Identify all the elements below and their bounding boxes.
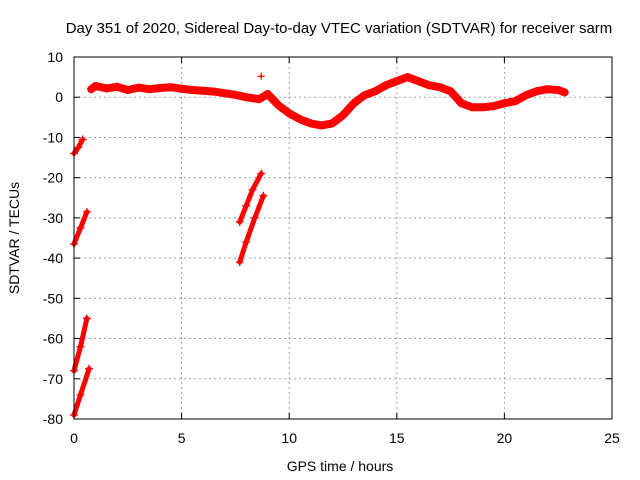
y-tick-label: -30 bbox=[43, 210, 63, 226]
data-point bbox=[414, 77, 423, 86]
data-point bbox=[328, 119, 337, 128]
data-point bbox=[511, 97, 520, 106]
axis-ticks: 0 5 10 15 20 25 10 0 -10 -20 -30 -40 -50 -60 -70 -80 bbox=[43, 49, 620, 446]
data-point bbox=[371, 87, 380, 96]
data-point bbox=[199, 86, 208, 95]
data-point bbox=[235, 217, 244, 226]
data-point bbox=[339, 111, 347, 120]
data-point bbox=[156, 83, 165, 92]
y-tick-label: -20 bbox=[43, 170, 63, 186]
series-streak-e bbox=[237, 171, 264, 225]
data-point bbox=[446, 87, 455, 96]
data-point bbox=[242, 238, 251, 247]
data-point bbox=[87, 85, 96, 94]
data-points bbox=[70, 72, 569, 419]
data-point bbox=[560, 88, 569, 97]
data-point bbox=[250, 213, 259, 222]
data-point bbox=[76, 342, 85, 351]
data-point bbox=[382, 81, 391, 90]
data-point bbox=[209, 87, 218, 96]
data-point bbox=[425, 81, 434, 90]
data-point bbox=[82, 314, 91, 323]
data-point bbox=[257, 169, 266, 178]
data-point bbox=[274, 101, 283, 110]
data-point bbox=[403, 73, 412, 82]
data-point bbox=[177, 84, 186, 93]
plot-border bbox=[73, 56, 613, 420]
data-point bbox=[82, 207, 91, 216]
data-point bbox=[468, 103, 477, 112]
data-point bbox=[259, 191, 268, 200]
series-main-trend bbox=[87, 73, 569, 130]
x-tick-label: 25 bbox=[604, 430, 620, 446]
data-point bbox=[554, 85, 563, 94]
y-tick-label: -40 bbox=[43, 250, 63, 266]
data-point bbox=[392, 77, 401, 86]
data-point bbox=[435, 83, 444, 92]
data-point bbox=[145, 85, 154, 94]
data-point bbox=[360, 91, 369, 100]
x-tick-label: 0 bbox=[70, 430, 78, 446]
data-point bbox=[457, 99, 466, 108]
data-point bbox=[500, 99, 509, 108]
data-point bbox=[74, 143, 83, 152]
data-point bbox=[76, 223, 85, 232]
y-tick-label: 0 bbox=[55, 89, 63, 105]
data-point bbox=[85, 364, 94, 373]
y-tick-label: -10 bbox=[43, 129, 63, 145]
y-tick-label: -50 bbox=[43, 290, 63, 306]
chart-title: Day 351 of 2020, Sidereal Day-to-day VTE… bbox=[66, 20, 613, 37]
data-point bbox=[242, 93, 251, 102]
y-axis-label: SDTVAR / TECUs bbox=[6, 182, 22, 294]
data-point bbox=[257, 72, 265, 80]
data-point bbox=[91, 81, 100, 90]
data-point bbox=[263, 90, 272, 99]
data-point bbox=[478, 103, 487, 112]
data-point bbox=[306, 119, 315, 128]
data-point bbox=[166, 83, 175, 92]
data-point bbox=[235, 258, 244, 267]
data-point bbox=[188, 85, 197, 94]
data-point bbox=[521, 91, 530, 100]
y-tick-label: -60 bbox=[43, 331, 63, 347]
y-tick-label: -80 bbox=[43, 411, 63, 427]
data-point bbox=[231, 90, 240, 99]
data-point bbox=[220, 89, 229, 98]
x-tick-label: 15 bbox=[389, 430, 405, 446]
data-point bbox=[543, 85, 552, 94]
data-point bbox=[76, 390, 85, 399]
data-point bbox=[489, 102, 498, 111]
data-point bbox=[255, 95, 264, 104]
data-point bbox=[134, 83, 143, 92]
data-point bbox=[532, 87, 541, 96]
data-point bbox=[123, 85, 132, 94]
data-point bbox=[295, 115, 304, 124]
data-point bbox=[78, 135, 87, 144]
data-point bbox=[102, 84, 111, 93]
x-tick-label: 10 bbox=[281, 430, 297, 446]
y-tick-label: -70 bbox=[43, 371, 63, 387]
data-point bbox=[113, 82, 122, 91]
x-tick-label: 20 bbox=[497, 430, 513, 446]
data-point bbox=[285, 109, 294, 118]
data-point bbox=[248, 185, 257, 194]
x-tick-label: 5 bbox=[178, 430, 186, 446]
series-streak-f bbox=[237, 193, 266, 265]
data-point bbox=[317, 121, 326, 130]
y-tick-label: 10 bbox=[47, 49, 63, 65]
data-point bbox=[242, 201, 251, 210]
x-axis-label: GPS time / hours bbox=[287, 458, 394, 474]
data-point bbox=[349, 99, 358, 108]
